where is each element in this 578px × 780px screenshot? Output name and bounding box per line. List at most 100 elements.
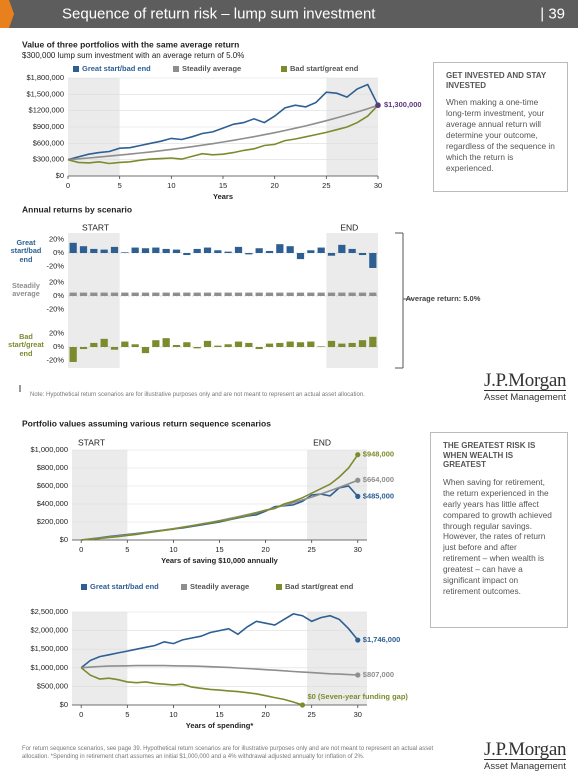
bar (131, 292, 139, 296)
y-tick-label: 20% (49, 328, 64, 337)
x-tick-label: 30 (374, 181, 382, 190)
x-axis-label: Years of spending* (186, 721, 254, 730)
bar (214, 292, 222, 296)
y-tick-label: 0% (53, 248, 64, 257)
highlight-band (72, 450, 128, 540)
bar (152, 247, 160, 253)
x-tick-label: 20 (261, 710, 269, 719)
bar (69, 242, 77, 253)
x-tick-label: 30 (354, 710, 362, 719)
bar (193, 292, 201, 296)
x-tick-label: 5 (118, 181, 122, 190)
y-tick-label: 0% (53, 342, 64, 351)
bar (121, 292, 129, 296)
bar (90, 248, 98, 253)
end-value-label: $0 (Seven-year funding gap) (307, 692, 408, 701)
end-value-label: $1,300,000 (384, 100, 422, 109)
bar (79, 292, 88, 296)
end-marker (355, 672, 361, 678)
bar (348, 292, 356, 296)
x-tick-label: 0 (79, 710, 83, 719)
bar (69, 347, 77, 362)
end-value-label: $948,000 (363, 450, 394, 459)
row-label: Bad start/great end (8, 332, 44, 358)
x-tick-label: 5 (125, 545, 129, 554)
start-label: START (78, 437, 105, 447)
bar (214, 345, 222, 347)
note: Note: Hypothetical return scenarios are … (30, 392, 365, 398)
highlight-band (72, 612, 128, 705)
y-tick-label: $1,500,000 (30, 644, 68, 653)
legend-label: Great start/bad end (90, 582, 159, 591)
bar (327, 340, 336, 347)
end-marker (355, 637, 361, 643)
bar (90, 292, 98, 296)
legend-label: Bad start/great end (285, 582, 354, 591)
bar (203, 340, 212, 347)
bar (203, 292, 212, 296)
x-tick-label: 10 (169, 545, 177, 554)
end-label: END (313, 437, 331, 447)
end-value-label: $1,746,000 (363, 635, 401, 644)
legend-swatch (181, 584, 187, 590)
y-tick-label: $900,000 (33, 122, 64, 131)
series-line (80, 667, 303, 706)
header-title: Sequence of return risk – lump sum inves… (62, 5, 376, 22)
legend-swatch (281, 66, 287, 72)
sidebar-body: When saving for retirement, the return e… (443, 476, 552, 597)
bar (255, 347, 263, 350)
sidebar: THE GREATEST RISK IS WHEN WEALTH IS GREA… (430, 432, 568, 628)
legend-swatch (173, 66, 179, 72)
x-tick-label: 20 (270, 181, 278, 190)
bar (276, 292, 284, 296)
bar (255, 292, 263, 296)
y-tick-label: -20% (46, 305, 64, 314)
bar (234, 341, 243, 347)
bar (276, 244, 284, 253)
y-tick-label: $1,000,000 (30, 445, 68, 454)
x-tick-label: 15 (215, 710, 223, 719)
bar (245, 292, 253, 296)
series-line (67, 104, 379, 161)
x-tick-label: 15 (219, 181, 227, 190)
bar (141, 292, 150, 296)
bar (265, 292, 274, 296)
bar (307, 341, 315, 347)
sidebar-body: When making a one-time long-term investm… (446, 97, 555, 173)
bar (110, 347, 119, 350)
legend-label: Steadily average (190, 582, 249, 591)
bar (317, 247, 325, 253)
y-tick-label: $1200,000 (29, 106, 64, 115)
bar (224, 292, 232, 296)
page-number: | 39 (540, 5, 565, 22)
y-tick-label: $2,500,000 (30, 607, 68, 616)
bar (255, 248, 263, 253)
bar (327, 253, 336, 256)
bar (131, 344, 139, 347)
x-tick-label: 20 (261, 545, 269, 554)
bar (338, 292, 346, 296)
bar (245, 253, 253, 255)
bar (141, 248, 150, 253)
x-tick-label: 5 (125, 710, 129, 719)
x-tick-label: 25 (308, 545, 316, 554)
start-label: START (82, 222, 109, 232)
bar (286, 292, 294, 296)
bar (214, 250, 222, 253)
bar (69, 292, 77, 296)
y-tick-label: $1,800,000 (26, 73, 64, 82)
sidebar: GET INVESTED AND STAY INVESTED When maki… (433, 62, 568, 192)
y-tick-label: $600,000 (33, 138, 64, 147)
bar (286, 341, 294, 347)
bar (183, 342, 191, 347)
bar (296, 292, 305, 296)
bar (224, 251, 232, 253)
bar (296, 342, 305, 347)
bar (172, 344, 181, 347)
x-tick-label: 0 (66, 181, 70, 190)
x-tick-label: 0 (79, 545, 83, 554)
bar (162, 292, 170, 296)
bar (100, 292, 108, 296)
bar (131, 247, 139, 253)
bar (317, 292, 325, 296)
